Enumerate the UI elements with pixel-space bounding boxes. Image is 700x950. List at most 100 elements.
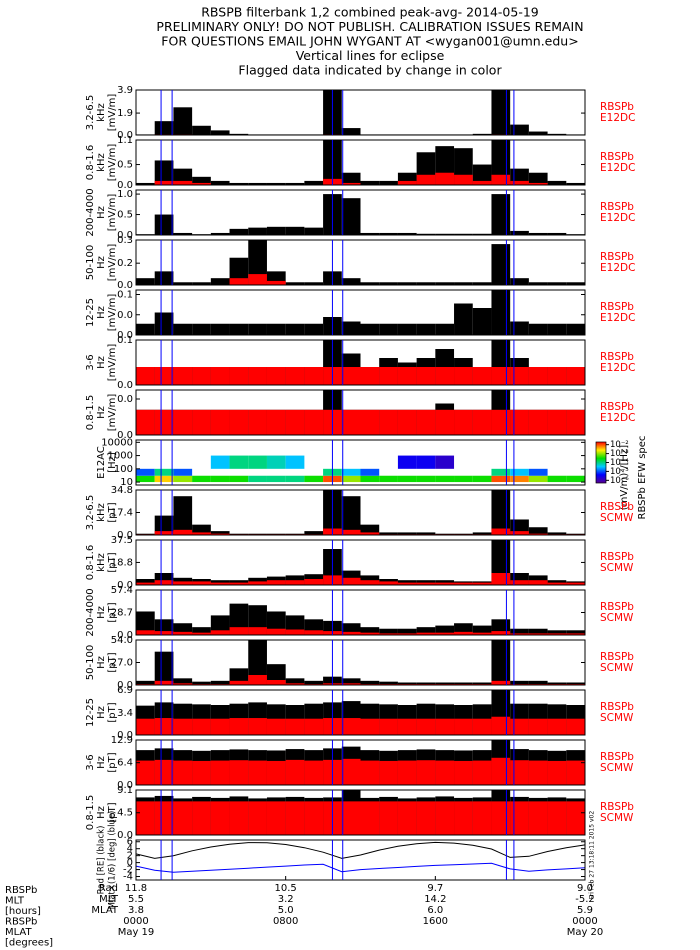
black-bar xyxy=(510,278,529,285)
red-bar xyxy=(397,801,417,835)
black-bar xyxy=(510,124,529,135)
red-bar xyxy=(397,760,417,785)
black-bar xyxy=(360,524,380,535)
black-bar xyxy=(454,233,473,235)
red-bar xyxy=(472,180,492,185)
spec-cell xyxy=(416,455,436,469)
red-bar xyxy=(229,582,249,585)
red-bar xyxy=(192,718,211,735)
red-bar xyxy=(266,760,286,785)
black-bar xyxy=(173,107,193,135)
y-tick-label: 0.0 xyxy=(117,230,133,241)
timestamp: Fri Feb 27 13:18:11 2015 v02 xyxy=(589,811,596,900)
red-bar xyxy=(360,409,380,435)
spec-cell xyxy=(192,475,211,483)
black-bar xyxy=(173,232,193,235)
black-bar xyxy=(304,323,324,335)
red-bar xyxy=(491,367,511,385)
y-axis-label: 0.8-1.5 xyxy=(85,395,96,430)
spec-cell xyxy=(360,475,380,483)
black-bar xyxy=(304,282,324,285)
panel-frame xyxy=(135,139,586,186)
y-tick-label: 12.9 xyxy=(111,735,133,746)
red-bar xyxy=(510,633,529,635)
colorbar-title: RBSPb EFW spec xyxy=(637,436,648,520)
red-bar xyxy=(154,631,174,635)
red-bar xyxy=(229,627,249,635)
red-bar xyxy=(248,801,267,835)
y-tick-label: 0.0 xyxy=(117,530,133,541)
title-line: FOR QUESTIONS EMAIL JOHN WYGANT AT <wyga… xyxy=(161,34,578,49)
red-bar xyxy=(285,683,305,685)
black-bar xyxy=(173,623,193,635)
red-bar xyxy=(454,801,473,835)
red-bar xyxy=(454,718,473,735)
table-cell: 5.0 xyxy=(278,905,294,916)
table-cell: 9.0 xyxy=(577,883,593,894)
red-bar xyxy=(416,801,436,835)
red-bar xyxy=(472,409,492,435)
red-bar xyxy=(397,367,417,385)
black-bar xyxy=(192,176,211,185)
red-bar xyxy=(248,274,267,285)
y-axis-label: Rad [RE] (black) xyxy=(97,826,107,895)
black-bar xyxy=(173,678,193,685)
red-bar xyxy=(528,801,548,835)
red-bar xyxy=(435,760,455,785)
row-label: RBSPb xyxy=(5,885,37,896)
y-tick-label: 0.5 xyxy=(117,160,133,171)
red-bar xyxy=(210,718,230,735)
instrument-label: E12DC xyxy=(600,362,635,374)
red-bar xyxy=(547,633,567,635)
row-label: MLT xyxy=(5,896,25,907)
spec-cell xyxy=(360,468,380,476)
black-bar xyxy=(285,226,305,235)
black-bar xyxy=(210,323,230,335)
red-bar xyxy=(491,801,511,835)
red-bar xyxy=(491,409,511,435)
y-tick-label: 0.0 xyxy=(117,430,133,441)
red-bar xyxy=(416,760,436,785)
y-tick-label: 1.1 xyxy=(117,135,133,146)
instrument-label: E12DC xyxy=(600,162,635,174)
black-bar xyxy=(416,323,436,335)
black-bar xyxy=(416,282,436,285)
title-line: PRELIMINARY ONLY! DO NOT PUBLISH. CALIBR… xyxy=(156,19,583,34)
red-bar xyxy=(210,760,230,785)
black-bar xyxy=(248,227,267,235)
red-bar xyxy=(547,801,567,835)
black-bar xyxy=(341,128,361,135)
red-bar xyxy=(192,632,211,635)
table-cell: 10.5 xyxy=(275,883,297,894)
red-bar xyxy=(416,367,436,385)
y-axis-label: 12-25 xyxy=(85,298,96,327)
y-axis-label: Hz xyxy=(96,256,107,269)
red-bar xyxy=(266,367,286,385)
red-bar xyxy=(472,718,492,735)
black-bar xyxy=(266,226,286,235)
y-axis-label: 0.8-1.6 xyxy=(85,145,96,180)
instrument-label: RBSPb xyxy=(600,751,634,763)
instrument-label: RBSPb xyxy=(600,801,634,813)
black-bar xyxy=(248,323,267,335)
black-bar xyxy=(435,282,455,285)
red-bar xyxy=(397,582,417,585)
y-axis-label: [pT] xyxy=(107,502,118,522)
panel-frame xyxy=(135,239,586,286)
red-bar xyxy=(547,409,567,435)
red-bar xyxy=(472,760,492,785)
black-bar xyxy=(192,524,211,535)
panel-frame xyxy=(135,189,586,236)
instrument-label: RBSPb xyxy=(600,401,634,413)
ephemeris-line xyxy=(135,862,586,873)
black-bar xyxy=(472,532,492,535)
red-bar xyxy=(192,409,211,435)
black-bar xyxy=(397,682,417,685)
spec-cell xyxy=(248,475,267,483)
spec-cell xyxy=(472,475,492,483)
y-tick-label: 4 xyxy=(127,844,133,855)
date-label: May 19 xyxy=(118,927,155,938)
y-tick-label: 1000 xyxy=(108,451,133,462)
red-bar xyxy=(285,629,305,635)
y-tick-label: 0.0 xyxy=(117,130,133,141)
